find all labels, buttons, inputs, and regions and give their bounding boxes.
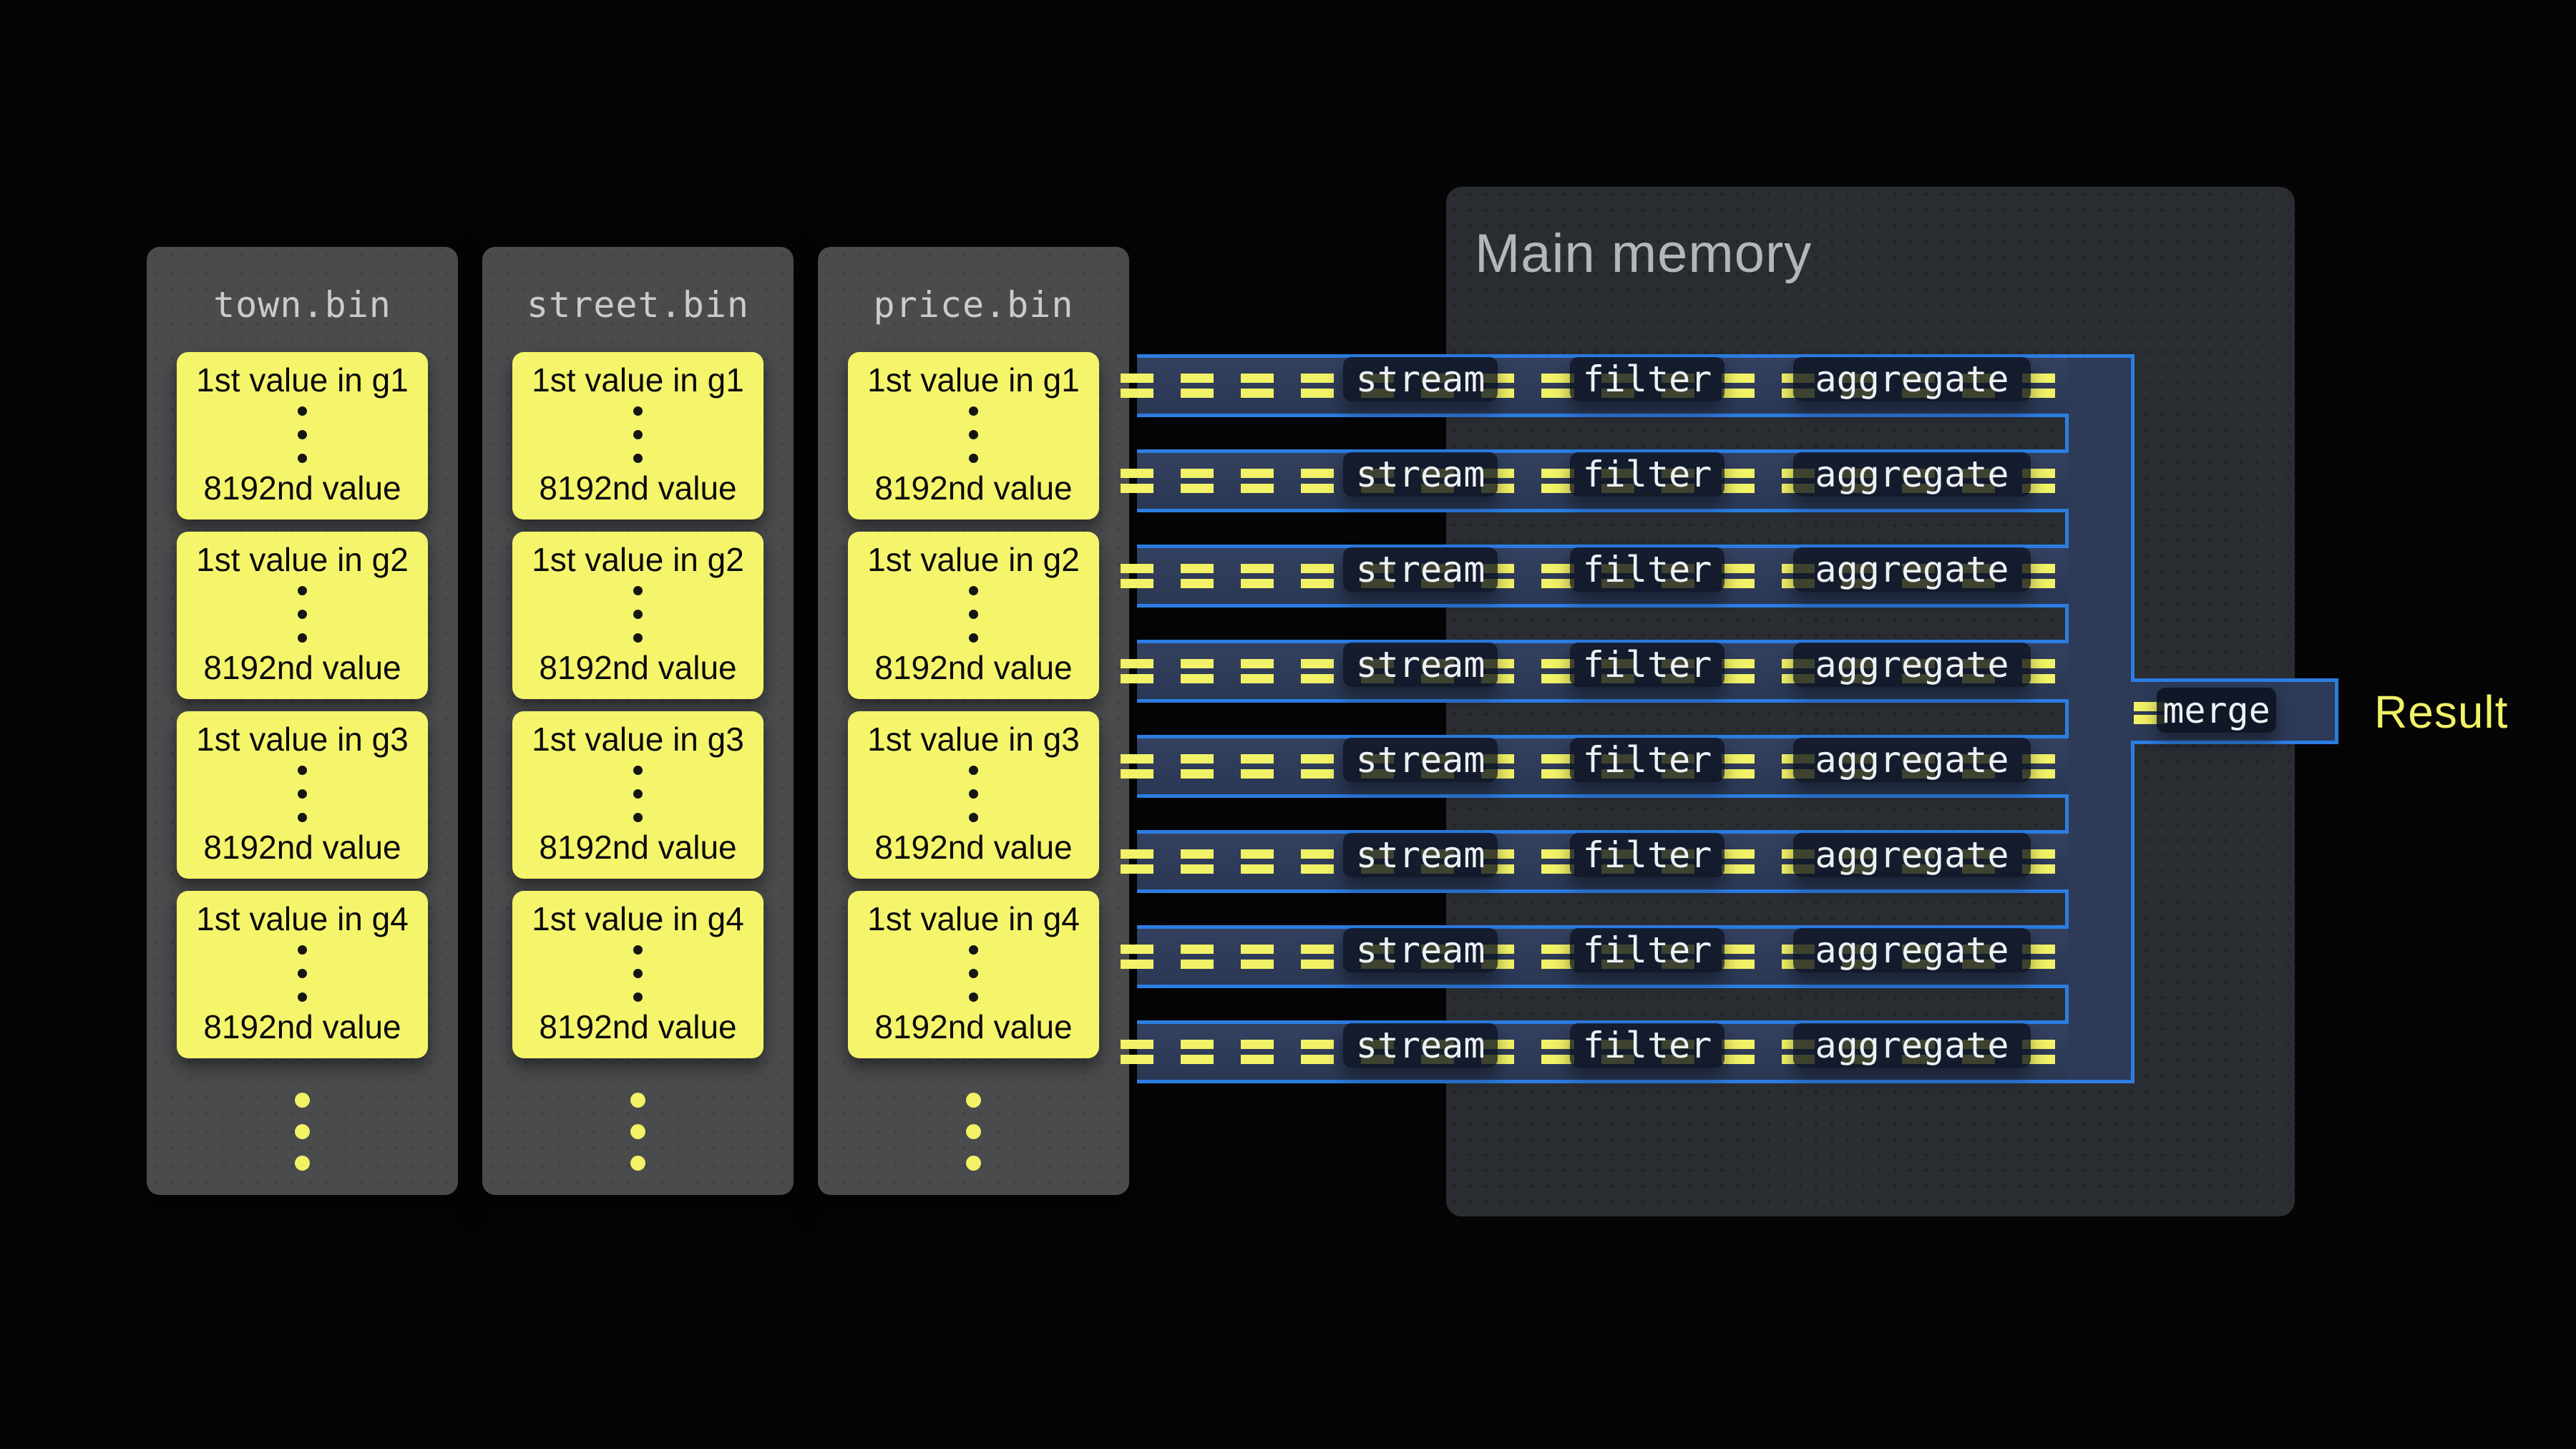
aggregate-operator-box: aggregate <box>1793 357 2031 401</box>
channel-gap-border <box>2065 985 2069 1024</box>
group-first-value-label: 1st value in g4 <box>867 900 1080 937</box>
filter-operator-box: filter <box>1570 738 1724 782</box>
group-last-value-label: 8192nd value <box>874 829 1073 867</box>
group-first-value-label: 1st value in g3 <box>532 721 744 758</box>
file-column: town.bin 1st value in g1 8192nd value 1s… <box>147 247 458 1195</box>
vertical-ellipsis-icon <box>633 945 643 1002</box>
group-last-value-label: 8192nd value <box>874 1008 1073 1046</box>
filter-operator-box: filter <box>1570 928 1724 972</box>
value-group-block: 1st value in g3 8192nd value <box>848 711 1099 879</box>
vertical-ellipsis-icon <box>298 585 307 643</box>
value-group-block: 1st value in g1 8192nd value <box>177 352 428 519</box>
main-memory-title: Main memory <box>1475 223 1813 284</box>
file-name-label: price.bin <box>873 284 1074 326</box>
vertical-ellipsis-icon <box>969 945 978 1002</box>
value-group-block: 1st value in g2 8192nd value <box>512 532 763 699</box>
stream-operator-box: stream <box>1343 833 1498 877</box>
vertical-ellipsis-icon <box>298 406 307 463</box>
group-first-value-label: 1st value in g4 <box>196 900 409 937</box>
aggregate-operator-box: aggregate <box>1793 547 2031 592</box>
value-group-block: 1st value in g2 8192nd value <box>848 532 1099 699</box>
filter-operator-box: filter <box>1570 547 1724 592</box>
stream-operator-box: stream <box>1343 1023 1498 1068</box>
filter-operator-box: filter <box>1570 357 1724 401</box>
aggregate-operator-box: aggregate <box>1793 1023 2031 1068</box>
vertical-ellipsis-icon <box>298 765 307 822</box>
vertical-ellipsis-icon <box>298 945 307 1002</box>
vertical-ellipsis-icon <box>633 585 643 643</box>
stream-operator-box: stream <box>1343 357 1498 401</box>
group-first-value-label: 1st value in g2 <box>867 541 1080 578</box>
value-group-block: 1st value in g3 8192nd value <box>177 711 428 879</box>
value-group-block: 1st value in g4 8192nd value <box>512 891 763 1058</box>
file-name-label: street.bin <box>526 284 750 326</box>
group-last-value-label: 8192nd value <box>874 469 1073 507</box>
vertical-ellipsis-icon <box>969 585 978 643</box>
group-last-value-label: 8192nd value <box>203 469 401 507</box>
filter-operator-box: filter <box>1570 833 1724 877</box>
more-groups-ellipsis-icon <box>818 1093 1129 1171</box>
vertical-ellipsis-icon <box>633 406 643 463</box>
value-group-block: 1st value in g1 8192nd value <box>512 352 763 519</box>
channel-gap-border <box>2065 889 2069 929</box>
group-first-value-label: 1st value in g1 <box>867 361 1080 399</box>
stream-operator-box: stream <box>1343 738 1498 782</box>
channel-gap-border <box>2065 604 2069 643</box>
group-last-value-label: 8192nd value <box>539 469 737 507</box>
file-column: street.bin 1st value in g1 8192nd value … <box>482 247 794 1195</box>
group-last-value-label: 8192nd value <box>539 1008 737 1046</box>
filter-operator-box: filter <box>1570 643 1724 687</box>
aggregate-operator-box: aggregate <box>1793 452 2031 497</box>
aggregate-operator-box: aggregate <box>1793 643 2031 687</box>
file-column: price.bin 1st value in g1 8192nd value 1… <box>818 247 1129 1195</box>
group-last-value-label: 8192nd value <box>539 829 737 867</box>
file-name-label: town.bin <box>213 284 391 326</box>
aggregate-operator-box: aggregate <box>1793 833 2031 877</box>
channel-gap-border <box>2065 509 2069 548</box>
filter-operator-box: filter <box>1570 1023 1724 1068</box>
stream-operator-box: stream <box>1343 928 1498 972</box>
group-last-value-label: 8192nd value <box>874 649 1073 687</box>
pipeline-merge-connector <box>2068 354 2135 1083</box>
group-first-value-label: 1st value in g4 <box>532 900 744 937</box>
merge-operator-box: merge <box>2157 688 2276 733</box>
group-last-value-label: 8192nd value <box>203 1008 401 1046</box>
group-last-value-label: 8192nd value <box>203 829 401 867</box>
value-group-block: 1st value in g4 8192nd value <box>848 891 1099 1058</box>
filter-operator-box: filter <box>1570 452 1724 497</box>
group-first-value-label: 1st value in g3 <box>867 721 1080 758</box>
value-group-block: 1st value in g3 8192nd value <box>512 711 763 879</box>
stream-operator-box: stream <box>1343 452 1498 497</box>
channel-gap-border <box>2065 794 2069 834</box>
vertical-ellipsis-icon <box>969 765 978 822</box>
aggregate-operator-box: aggregate <box>1793 928 2031 972</box>
group-first-value-label: 1st value in g2 <box>532 541 744 578</box>
group-first-value-label: 1st value in g2 <box>196 541 409 578</box>
result-label: Result <box>2374 686 2509 738</box>
more-groups-ellipsis-icon <box>147 1093 458 1171</box>
vertical-ellipsis-icon <box>969 406 978 463</box>
value-group-block: 1st value in g4 8192nd value <box>177 891 428 1058</box>
group-last-value-label: 8192nd value <box>203 649 401 687</box>
vertical-ellipsis-icon <box>633 765 643 822</box>
stream-operator-box: stream <box>1343 643 1498 687</box>
aggregate-operator-box: aggregate <box>1793 738 2031 782</box>
group-last-value-label: 8192nd value <box>539 649 737 687</box>
group-first-value-label: 1st value in g1 <box>532 361 744 399</box>
stream-operator-box: stream <box>1343 547 1498 592</box>
group-first-value-label: 1st value in g3 <box>196 721 409 758</box>
channel-gap-border <box>2065 414 2069 453</box>
group-first-value-label: 1st value in g1 <box>196 361 409 399</box>
value-group-block: 1st value in g1 8192nd value <box>848 352 1099 519</box>
more-groups-ellipsis-icon <box>482 1093 794 1171</box>
value-group-block: 1st value in g2 8192nd value <box>177 532 428 699</box>
channel-gap-border <box>2065 699 2069 738</box>
